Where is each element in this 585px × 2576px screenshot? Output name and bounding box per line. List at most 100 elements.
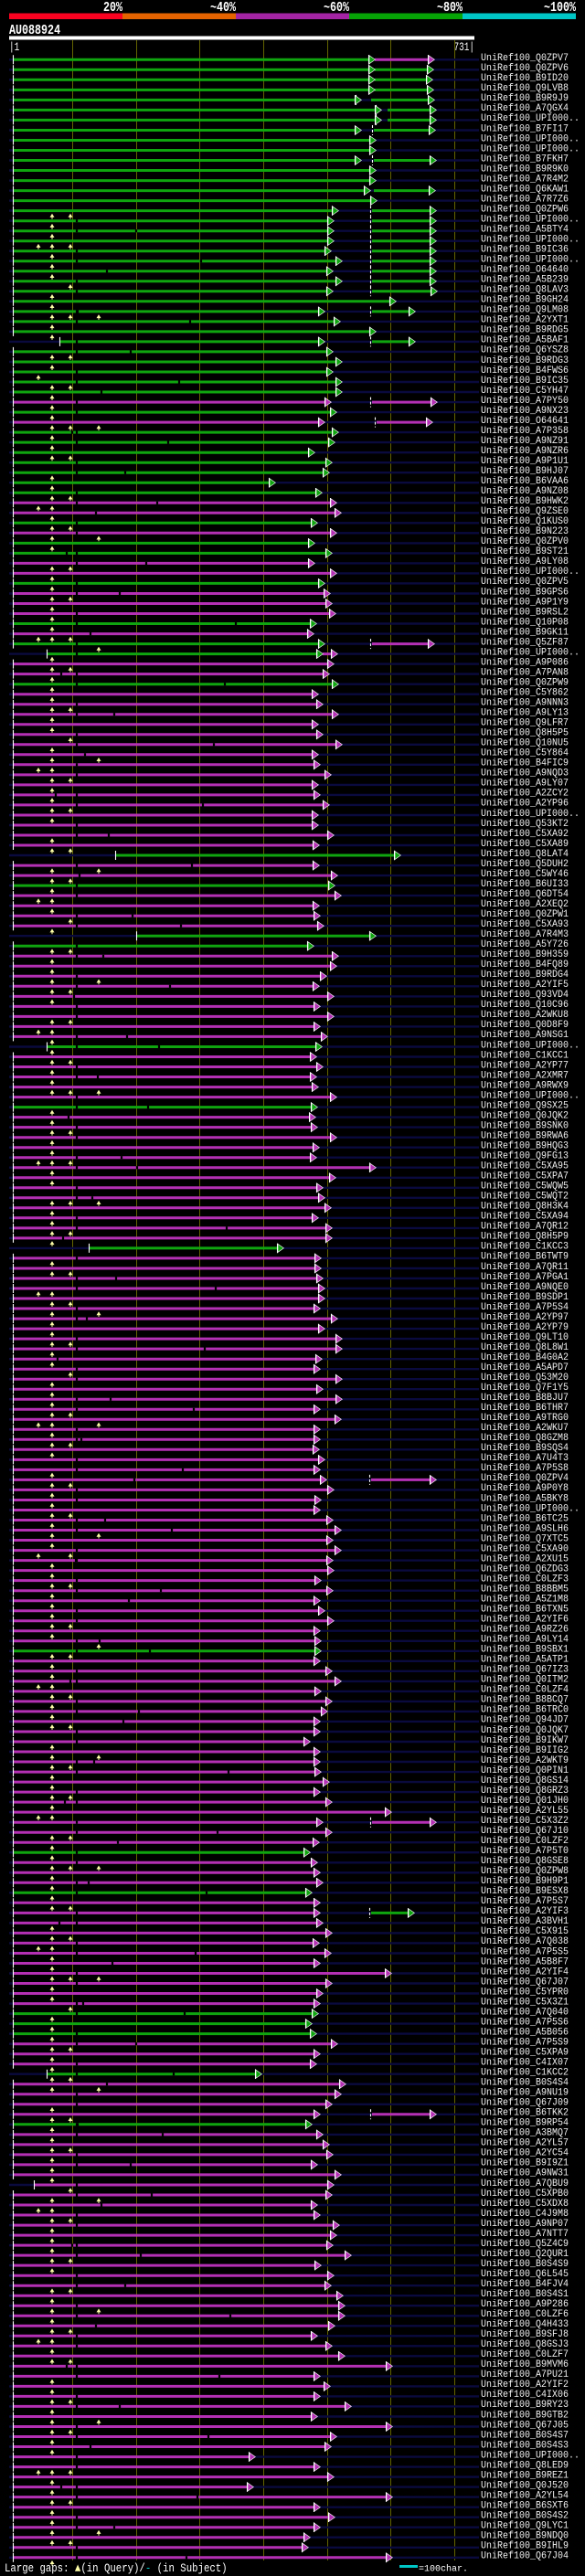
svg-text:UniRef100_A2WKU7: UniRef100_A2WKU7 — [481, 1423, 569, 1435]
svg-text:UniRef100_B9REZ1: UniRef100_B9REZ1 — [481, 2470, 569, 2482]
svg-text:UniRef100_UPI000..: UniRef100_UPI000.. — [481, 567, 580, 578]
svg-text:UniRef100_B9RDG5: UniRef100_B9RDG5 — [481, 324, 569, 336]
svg-text:UniRef100_B6THR7: UniRef100_B6THR7 — [481, 1403, 569, 1415]
svg-text:UniRef100_C5XA92: UniRef100_C5XA92 — [481, 828, 569, 840]
svg-text:UniRef100_A2YL54: UniRef100_A2YL54 — [481, 2490, 569, 2502]
svg-text:UniRef100_C5XPA9: UniRef100_C5XPA9 — [481, 2047, 569, 2059]
svg-text:UniRef100_A7PGA1: UniRef100_A7PGA1 — [481, 1271, 569, 1283]
svg-text:UniRef100_UPI000..: UniRef100_UPI000.. — [481, 1040, 580, 1052]
svg-text:UniRef100_B9HJ07: UniRef100_B9HJ07 — [481, 466, 569, 478]
svg-text:UniRef100_A5APD7: UniRef100_A5APD7 — [481, 1362, 569, 1374]
svg-text:UniRef100_UPI000..: UniRef100_UPI000.. — [481, 113, 580, 125]
svg-text:UniRef100_Q0ZPV4: UniRef100_Q0ZPV4 — [481, 1473, 569, 1485]
svg-text:UniRef100_C5Y862: UniRef100_C5Y862 — [481, 687, 569, 699]
svg-text:UniRef100_Q67J07: UniRef100_Q67J07 — [481, 1977, 569, 1988]
svg-text:UniRef100_Q67J05: UniRef100_Q67J05 — [481, 2420, 569, 2432]
svg-text:UniRef100_B9N223: UniRef100_B9N223 — [481, 526, 569, 538]
svg-text:UniRef100_B9H359: UniRef100_B9H359 — [481, 949, 569, 961]
svg-text:UniRef100_B8BCQ7: UniRef100_B8BCQ7 — [481, 1694, 569, 1706]
svg-text:AU088924: AU088924 — [9, 24, 60, 39]
svg-text:UniRef100_Q7XTC5: UniRef100_Q7XTC5 — [481, 1533, 569, 1545]
svg-text:UniRef100_Q53M20: UniRef100_Q53M20 — [481, 1373, 569, 1384]
svg-text:UniRef100_Q0ZPW8: UniRef100_Q0ZPW8 — [481, 1866, 569, 1878]
svg-text:UniRef100_B9SDP1: UniRef100_B9SDP1 — [481, 1291, 569, 1303]
svg-text:UniRef100_B9IKW7: UniRef100_B9IKW7 — [481, 1734, 569, 1746]
svg-text:~80%: ~80% — [437, 1, 463, 16]
svg-text:UniRef100_B9GPS6: UniRef100_B9GPS6 — [481, 587, 569, 599]
svg-text:UniRef100_UPI000..: UniRef100_UPI000.. — [481, 1503, 580, 1515]
svg-text:UniRef100_A9RZ26: UniRef100_A9RZ26 — [481, 1624, 569, 1636]
svg-text:UniRef100_B9ESX8: UniRef100_B9ESX8 — [481, 1886, 569, 1898]
svg-text:UniRef100_A7P5S7: UniRef100_A7P5S7 — [481, 1896, 569, 1908]
svg-text:UniRef100_A2ZCY2: UniRef100_A2ZCY2 — [481, 788, 569, 800]
svg-text:UniRef100_C4IX06: UniRef100_C4IX06 — [481, 2390, 569, 2401]
svg-text:UniRef100_Q0ZPW9: UniRef100_Q0ZPW9 — [481, 677, 569, 689]
svg-text:UniRef100_Q9LVB8: UniRef100_Q9LVB8 — [481, 83, 569, 95]
svg-text:UniRef100_A2YIF5: UniRef100_A2YIF5 — [481, 980, 569, 991]
svg-text:UniRef100_A7QR11: UniRef100_A7QR11 — [481, 1261, 569, 1273]
svg-text:UniRef100_B6TXN5: UniRef100_B6TXN5 — [481, 1604, 569, 1616]
svg-text:UniRef100_Q0ZPW6: UniRef100_Q0ZPW6 — [481, 204, 569, 216]
svg-text:UniRef100_B9RWA6: UniRef100_B9RWA6 — [481, 1130, 569, 1142]
svg-text:UniRef100_A9RWX9: UniRef100_A9RWX9 — [481, 1080, 569, 1092]
svg-text:UniRef100_Q0ZPV5: UniRef100_Q0ZPV5 — [481, 577, 569, 588]
svg-text:UniRef100_Q9SX25: UniRef100_Q9SX25 — [481, 1100, 569, 1112]
svg-text:UniRef100_C1KCC2: UniRef100_C1KCC2 — [481, 2067, 569, 2079]
svg-text:UniRef100_B6TC25: UniRef100_B6TC25 — [481, 1513, 569, 1525]
svg-text:UniRef100_A7PAN8: UniRef100_A7PAN8 — [481, 667, 569, 679]
svg-text:UniRef100_Q5DUH2: UniRef100_Q5DUH2 — [481, 858, 569, 870]
svg-text:UniRef100_A9NW31: UniRef100_A9NW31 — [481, 2168, 569, 2179]
svg-text:UniRef100_A9NSG1: UniRef100_A9NSG1 — [481, 1030, 569, 1042]
svg-text:UniRef100_A2XMR7: UniRef100_A2XMR7 — [481, 1070, 569, 1082]
svg-text:UniRef100_Q94JD7: UniRef100_Q94JD7 — [481, 1714, 569, 1726]
svg-text:UniRef100_C5WQW5: UniRef100_C5WQW5 — [481, 1181, 569, 1193]
svg-text:UniRef100_UPI000..: UniRef100_UPI000.. — [481, 1090, 580, 1102]
svg-text:UniRef100_UPI000..: UniRef100_UPI000.. — [481, 808, 580, 820]
svg-text:UniRef100_Q0JQK7: UniRef100_Q0JQK7 — [481, 1724, 569, 1736]
svg-text:UniRef100_C0LZF6: UniRef100_C0LZF6 — [481, 2309, 569, 2321]
svg-text:UniRef100_O64640: UniRef100_O64640 — [481, 264, 569, 276]
svg-text:UniRef100_A7P5S5: UniRef100_A7P5S5 — [481, 1946, 569, 1958]
svg-text:UniRef100_A9LY07: UniRef100_A9LY07 — [481, 778, 569, 790]
svg-text:UniRef100_Q93VD4: UniRef100_Q93VD4 — [481, 990, 569, 1002]
svg-text:UniRef100_Q6YSZ8: UniRef100_Q6YSZ8 — [481, 345, 569, 356]
svg-text:Large gaps: ▲(in Query)/- (in: Large gaps: ▲(in Query)/- (in Subject) — [5, 2561, 228, 2575]
svg-text:UniRef100_C5WY46: UniRef100_C5WY46 — [481, 868, 569, 880]
svg-text:UniRef100_B8BJU7: UniRef100_B8BJU7 — [481, 1393, 569, 1405]
svg-text:UniRef100_A5BAF1: UniRef100_A5BAF1 — [481, 334, 569, 346]
svg-text:UniRef100_A9P0Y8: UniRef100_A9P0Y8 — [481, 1483, 569, 1495]
svg-text:UniRef100_C1KCC3: UniRef100_C1KCC3 — [481, 1241, 569, 1253]
svg-text:UniRef100_C4J9M8: UniRef100_C4J9M8 — [481, 2208, 569, 2220]
svg-text:UniRef100_C0LZF2: UniRef100_C0LZF2 — [481, 1836, 569, 1848]
svg-text:UniRef100_UPI000..: UniRef100_UPI000.. — [481, 647, 580, 659]
svg-text:UniRef100_B9GK11: UniRef100_B9GK11 — [481, 627, 569, 639]
svg-text:UniRef100_A2YIF6: UniRef100_A2YIF6 — [481, 1614, 569, 1626]
svg-text:UniRef100_B9SNK0: UniRef100_B9SNK0 — [481, 1120, 569, 1132]
svg-text:UniRef100_A2YL55: UniRef100_A2YL55 — [481, 1805, 569, 1817]
svg-text:UniRef100_A9NX23: UniRef100_A9NX23 — [481, 405, 569, 417]
svg-text:UniRef100_A7QGX4: UniRef100_A7QGX4 — [481, 103, 569, 115]
svg-text:UniRef100_Q0ZPV7: UniRef100_Q0ZPV7 — [481, 53, 569, 65]
svg-text:UniRef100_A9NNN3: UniRef100_A9NNN3 — [481, 697, 569, 709]
svg-text:UniRef100_A2XU15: UniRef100_A2XU15 — [481, 1553, 569, 1565]
svg-text:UniRef100_B9RDG4: UniRef100_B9RDG4 — [481, 970, 569, 981]
svg-text:UniRef100_C5XA89: UniRef100_C5XA89 — [481, 838, 569, 850]
svg-text:UniRef100_B4FIC9: UniRef100_B4FIC9 — [481, 758, 569, 769]
svg-text:UniRef100_B6SXT6: UniRef100_B6SXT6 — [481, 2500, 569, 2512]
svg-text:UniRef100_A7Q038: UniRef100_A7Q038 — [481, 1936, 569, 1948]
svg-text:UniRef100_A9P286: UniRef100_A9P286 — [481, 2299, 569, 2311]
svg-text:UniRef100_Q67J10: UniRef100_Q67J10 — [481, 1826, 569, 1838]
svg-text:UniRef100_A9SLH6: UniRef100_A9SLH6 — [481, 1523, 569, 1535]
svg-text:UniRef100_B6TKK2: UniRef100_B6TKK2 — [481, 2107, 569, 2119]
svg-text:UniRef100_Q10C96: UniRef100_Q10C96 — [481, 1000, 569, 1012]
svg-text:UniRef100_A7QR12: UniRef100_A7QR12 — [481, 1221, 569, 1233]
svg-text:UniRef100_A7R7Z6: UniRef100_A7R7Z6 — [481, 194, 569, 206]
svg-text:UniRef100_B6UI33: UniRef100_B6UI33 — [481, 878, 569, 890]
svg-text:UniRef100_A9NQE0: UniRef100_A9NQE0 — [481, 1281, 569, 1293]
svg-text:UniRef100_C5Y864: UniRef100_C5Y864 — [481, 747, 569, 759]
svg-text:UniRef100_C1KCC1: UniRef100_C1KCC1 — [481, 1050, 569, 1062]
svg-text:UniRef100_A5B8F7: UniRef100_A5B8F7 — [481, 1956, 569, 1968]
svg-text:UniRef100_B9R9J9: UniRef100_B9R9J9 — [481, 93, 569, 105]
svg-text:UniRef100_UPI000..: UniRef100_UPI000.. — [481, 214, 580, 226]
svg-text:UniRef100_A9NU19: UniRef100_A9NU19 — [481, 2087, 569, 2099]
